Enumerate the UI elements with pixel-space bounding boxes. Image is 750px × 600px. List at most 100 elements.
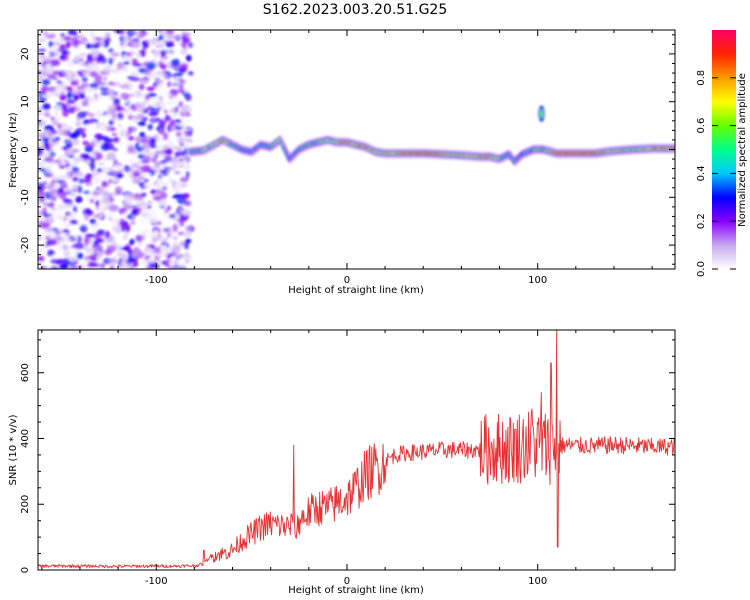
noise-blob: [183, 153, 189, 162]
colorbar-gradient: [712, 30, 736, 269]
noise-blob: [63, 250, 71, 258]
noise-blob: [89, 31, 96, 37]
noise-blob: [149, 117, 158, 124]
noise-blob: [183, 259, 191, 264]
noise-blob: [157, 199, 168, 207]
noise-blob: [148, 209, 158, 216]
noise-blob: [178, 100, 183, 108]
noise-blob: [78, 216, 84, 225]
noise-blob: [76, 204, 85, 210]
noise-blob: [185, 54, 192, 62]
noise-blob: [67, 211, 77, 220]
noise-blob: [58, 128, 68, 136]
noise-blob: [83, 123, 93, 127]
noise-blob: [41, 222, 51, 229]
noise-blob: [66, 71, 72, 77]
noise-blob: [71, 166, 78, 170]
noise-blob: [89, 237, 94, 244]
noise-blob: [141, 63, 148, 67]
noise-blob: [141, 142, 148, 148]
noise-blob: [140, 216, 147, 223]
noise-blob: [128, 135, 134, 141]
noise-blob: [96, 168, 103, 173]
noise-blob: [129, 227, 138, 233]
noise-blob: [52, 210, 61, 214]
noise-blob: [58, 73, 66, 78]
noise-blob: [104, 113, 113, 119]
noise-blob: [71, 219, 76, 225]
noise-blob: [38, 182, 46, 191]
noise-blob: [38, 42, 44, 47]
noise-blob: [38, 262, 42, 268]
noise-blob: [165, 42, 175, 48]
noise-blob: [72, 85, 78, 93]
noise-blob: [62, 198, 73, 205]
snr-frame: [37, 329, 676, 571]
noise-blob: [42, 115, 48, 122]
noise-blob: [149, 244, 156, 249]
noise-blob: [108, 235, 115, 243]
noise-blob: [87, 112, 95, 118]
noise-blob: [158, 48, 169, 52]
noise-blob: [87, 95, 96, 103]
noise-blob: [178, 68, 187, 73]
noise-blob: [122, 234, 129, 241]
colorbar-tick-label: 0.0: [696, 261, 707, 277]
noise-blob: [57, 220, 66, 224]
noise-blob: [68, 154, 75, 159]
noise-blob: [123, 36, 129, 42]
noise-blob: [83, 213, 90, 221]
noise-blob: [155, 149, 165, 155]
noise-blob: [154, 134, 159, 140]
noise-blob: [76, 66, 84, 71]
noise-blob: [91, 243, 100, 249]
noise-blob: [156, 235, 166, 243]
noise-blob: [142, 100, 150, 105]
noise-blob: [61, 80, 70, 85]
noise-blob: [162, 173, 168, 177]
noise-blob: [44, 147, 51, 151]
noise-blob: [92, 194, 99, 199]
noise-blob: [175, 118, 182, 124]
noise-blob: [182, 209, 192, 216]
noise-blob: [55, 105, 61, 110]
noise-blob: [82, 69, 92, 77]
noise-blob: [169, 201, 177, 207]
noise-blob: [47, 202, 55, 208]
noise-blob: [177, 87, 185, 94]
x-tick-label: 0: [344, 275, 350, 286]
noise-blob: [59, 44, 66, 50]
noise-blob: [109, 50, 117, 56]
spectrogram-x-axis-label: Height of straight line (km): [288, 285, 424, 296]
noise-blob: [158, 34, 164, 41]
spectrogram-ridge: [188, 105, 675, 167]
noise-blob: [40, 37, 47, 42]
noise-blob: [152, 38, 159, 44]
noise-blob: [73, 31, 78, 37]
noise-blob: [45, 155, 54, 164]
noise-blob: [185, 238, 192, 245]
noise-blob: [69, 237, 74, 243]
noise-blob: [58, 139, 64, 144]
noise-blob: [92, 122, 98, 127]
noise-blob: [184, 225, 191, 231]
noise-blob: [142, 79, 148, 85]
noise-blob: [106, 245, 117, 253]
noise-blob: [41, 79, 51, 86]
noise-blob: [132, 171, 141, 178]
x-tick-label: -100: [145, 576, 168, 587]
noise-blob: [67, 91, 72, 100]
noise-blob: [108, 119, 114, 126]
noise-blob: [122, 211, 128, 216]
noise-blob: [38, 48, 47, 53]
noise-blob: [176, 258, 186, 266]
noise-blob: [126, 108, 134, 117]
noise-blob: [107, 96, 113, 101]
noise-blob: [169, 213, 176, 219]
noise-blob: [111, 132, 118, 137]
noise-blob: [144, 251, 153, 256]
noise-blob: [150, 100, 157, 107]
noise-blob: [131, 58, 138, 66]
noise-blob: [136, 136, 144, 141]
noise-blob: [131, 40, 141, 47]
